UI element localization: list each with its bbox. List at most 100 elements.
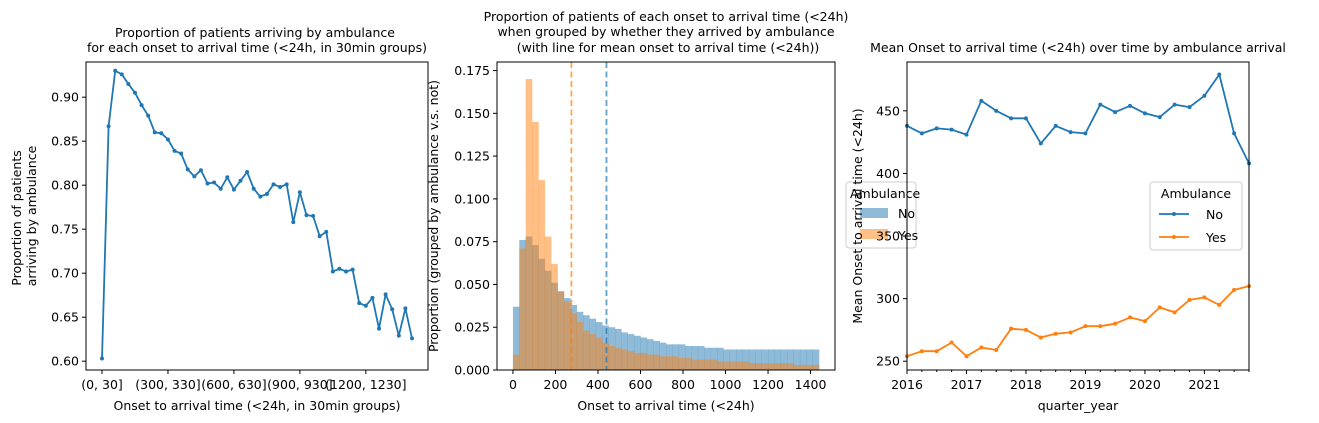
panel-2-bar-no <box>729 349 737 370</box>
panel-1-point <box>139 103 144 108</box>
panel-2-bar-yes <box>710 359 718 370</box>
panel-3-xtick-label: 2017 <box>951 377 983 392</box>
panel-1-point <box>396 333 401 338</box>
panel-2-bar-no <box>812 349 820 370</box>
panel-1-ytick-label: 0.65 <box>51 310 79 325</box>
panel-1-xlabel: Onset to arrival time (<24h, in 30min gr… <box>114 398 401 413</box>
panel-1-point <box>192 174 197 179</box>
panel-1-point <box>146 113 151 118</box>
panel-1-point <box>363 303 368 308</box>
panel-2-bar-yes <box>704 359 711 370</box>
panel-3-series-line-no <box>906 73 1250 164</box>
panel-1-point <box>350 267 355 272</box>
panel-3-series-line-yes <box>906 285 1250 358</box>
panel-1-ytick-label: 0.80 <box>51 178 79 193</box>
panel-3-point-no <box>1053 123 1058 128</box>
panel-2-xtick-label: 1000 <box>710 377 742 392</box>
panel-3-legend-label-no: No <box>1206 207 1223 222</box>
panel-2-bar-yes <box>646 354 654 370</box>
panel-2-ytick-label: 0.075 <box>454 234 490 249</box>
panel-3-frame <box>906 61 1250 371</box>
panel-1-point <box>324 229 329 234</box>
panel-2-bar-no <box>793 349 801 370</box>
panel-2-bar-yes <box>563 301 571 370</box>
panel-3-point-yes <box>1128 315 1133 320</box>
panel-2-bar-yes <box>755 363 762 370</box>
panel-2-bar-yes <box>774 363 782 370</box>
panel-1-point <box>297 190 302 195</box>
panel-2-legend: Ambulance No Yes <box>845 181 921 249</box>
panel-1-point <box>185 167 190 172</box>
panel-1-point <box>410 336 414 341</box>
panel-2-bar-no <box>748 349 756 370</box>
panel-2-bar-yes <box>697 359 705 370</box>
panel-1-point <box>370 295 375 300</box>
panel-1-point <box>225 175 230 180</box>
panel-3-point-no <box>1172 102 1177 107</box>
panel-3-legend-title: Ambulance <box>1161 186 1232 201</box>
panel-1-point <box>311 214 316 218</box>
panel-2-bar-yes <box>748 363 756 370</box>
panel-3-point-no <box>949 127 954 132</box>
panel-2-title-line-2: when grouped by whether they arrived by … <box>497 24 834 39</box>
panel-3-title: Mean Onset to arrival time (<24h) over t… <box>870 40 1286 55</box>
panel-2-bar-yes <box>666 356 673 370</box>
panel-2-bar-no <box>697 346 705 370</box>
panel-3-point-yes <box>919 349 924 354</box>
panel-2-ytick-label: 0.150 <box>454 106 490 121</box>
panel-3-xtick-label: 2020 <box>1129 377 1161 392</box>
panel-1-point <box>113 68 118 73</box>
panel-3-point-yes <box>1009 326 1014 331</box>
panel-3-ytick-label: 400 <box>876 166 900 181</box>
panel-1-point <box>198 168 203 173</box>
panel-1-xtick-label: (0, 30] <box>81 377 123 392</box>
panel-2-bar-yes <box>634 352 641 370</box>
panel-2-bar-no <box>512 306 520 370</box>
panel-2-bar-no <box>678 344 686 370</box>
panel-3-legend-marker-yes <box>1172 235 1176 239</box>
panel-3-point-yes <box>1083 324 1088 329</box>
panel-1-point <box>403 306 408 311</box>
panel-3-point-no <box>1113 110 1118 115</box>
panel-3-point-yes <box>934 349 939 354</box>
panel-2-xtick-label: 400 <box>586 377 610 392</box>
panel-3-point-yes <box>1038 335 1043 340</box>
panel-2-bar-yes <box>583 330 590 370</box>
panel-1-point <box>251 186 256 191</box>
panel-1-point <box>245 170 250 174</box>
panel-2-bar-yes <box>717 361 724 370</box>
panel-2-bar-yes <box>780 363 788 370</box>
panel-2-bar-no <box>768 349 775 370</box>
panel-2-bar-no <box>787 349 794 370</box>
panel-3-point-yes <box>1142 319 1147 324</box>
panel-3: Mean Onset to arrival time (<24h) over t… <box>850 40 1286 413</box>
panel-2-frame <box>496 61 836 371</box>
panel-3-point-no <box>934 126 939 131</box>
panel-3-xlabel: quarter_year <box>1038 398 1119 413</box>
panel-2-bar-no <box>799 349 807 370</box>
panel-2-bar-no <box>755 349 762 370</box>
panel-3-point-no <box>919 131 924 136</box>
panel-3-point-yes <box>1187 297 1192 302</box>
panel-2-bar-yes <box>595 337 603 370</box>
panel-1-point <box>304 213 309 218</box>
panel-3-point-yes <box>1053 331 1058 336</box>
panel-1-point <box>330 269 335 274</box>
panel-3-point-yes <box>1098 324 1103 329</box>
panel-2-bar-no <box>774 349 782 370</box>
panel-2-bar-no <box>704 347 711 370</box>
panel-1-point <box>212 180 217 185</box>
panel-2-title-line-1: Proportion of patients of each onset to … <box>484 9 849 24</box>
panel-2-bar-yes <box>761 363 769 370</box>
panel-2-bar-yes <box>608 346 616 370</box>
panel-3-point-no <box>1009 116 1014 121</box>
panel-2-bar-yes <box>512 354 520 370</box>
panel-2-xtick-label: 1400 <box>795 377 827 392</box>
panel-1-title: Proportion of patients arriving by ambul… <box>87 25 427 55</box>
panel-3-point-no <box>1023 116 1028 121</box>
panel-2-bar-yes <box>576 322 584 370</box>
panel-1-point <box>317 234 322 239</box>
panel-2-bar-no <box>736 349 743 370</box>
panel-1-point <box>377 326 382 331</box>
panel-1-ylabel-line-1: Proportion of patients <box>9 150 24 286</box>
